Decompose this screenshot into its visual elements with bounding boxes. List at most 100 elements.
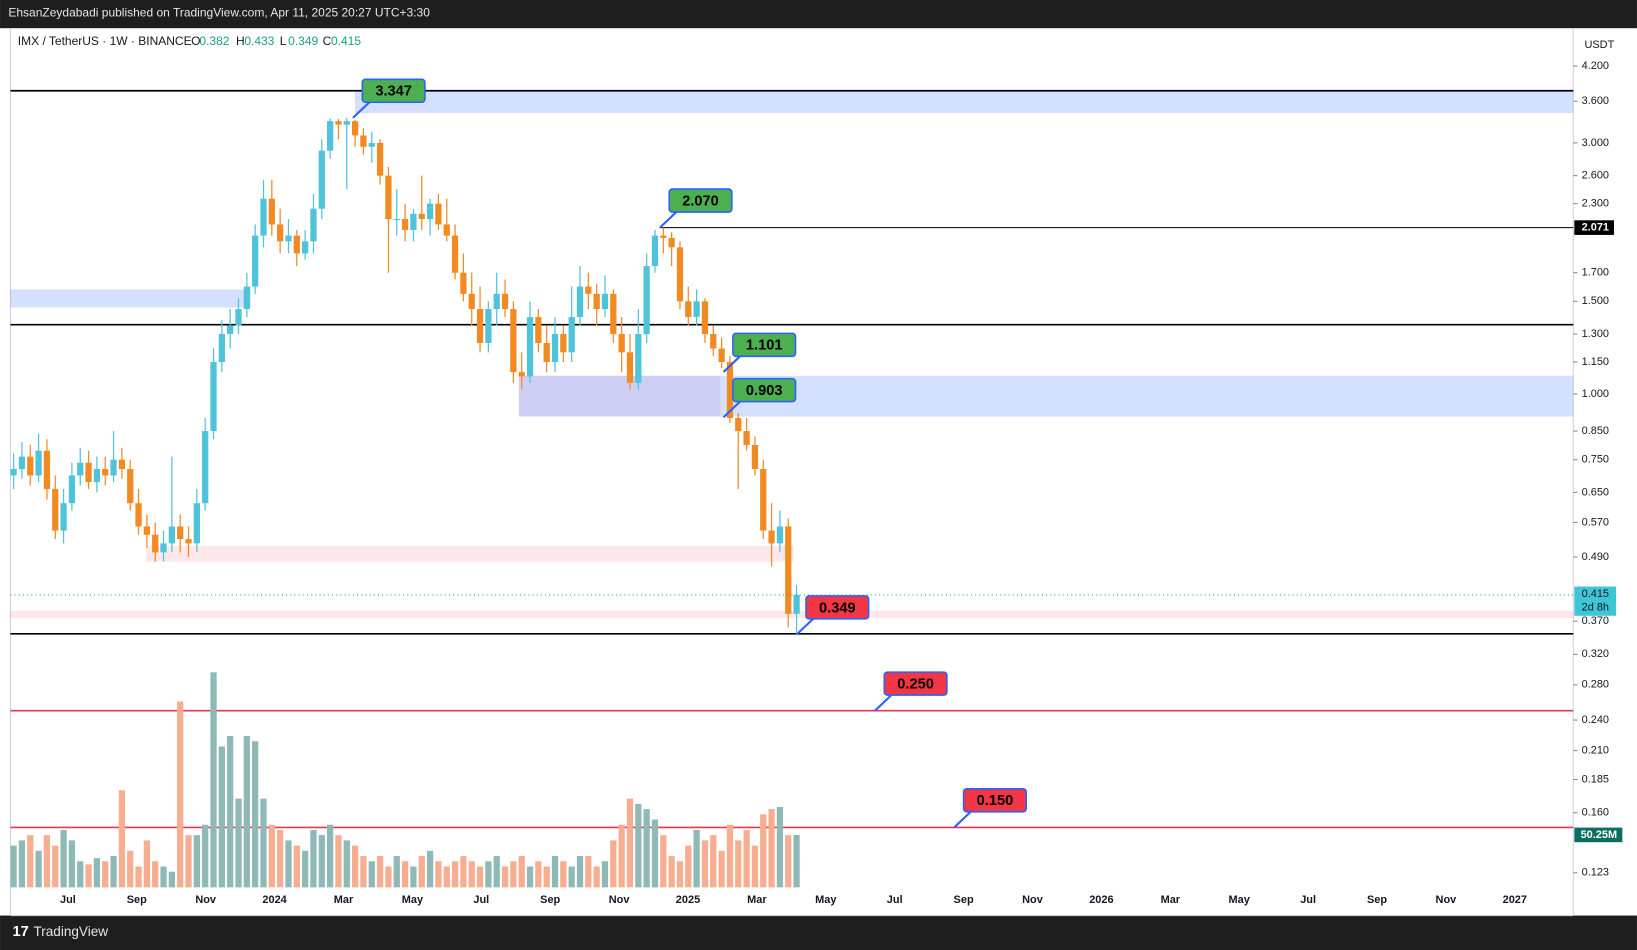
volume-bar: [560, 861, 567, 888]
candle-body: [293, 235, 300, 254]
candle-body: [85, 462, 92, 483]
candle-body: [93, 469, 101, 483]
volume-bar: [543, 866, 550, 888]
x-tick-label: Mar: [747, 894, 767, 906]
y-tick-label: 0.185: [1582, 773, 1609, 785]
candle-body: [376, 142, 384, 176]
volume-bar: [252, 741, 259, 888]
volume-bar: [518, 856, 525, 888]
candle-body: [152, 534, 159, 553]
volume-bar: [285, 840, 292, 888]
candle-body: [501, 293, 509, 310]
volume-bar: [218, 746, 225, 888]
volume-bar: [85, 864, 92, 888]
volume-bar: [618, 824, 625, 888]
y-tick-label: 1.500: [1582, 295, 1609, 307]
x-tick-label: Nov: [195, 894, 217, 906]
volume-bar: [401, 861, 409, 888]
volume-bar: [551, 856, 559, 888]
volume-badge: [1574, 827, 1623, 843]
volume-bar: [718, 850, 725, 888]
annotation-box: [805, 595, 870, 620]
header-bar: [0, 0, 1637, 29]
volume-bar: [585, 856, 592, 888]
candle-body: [143, 526, 151, 535]
candle-body: [593, 293, 600, 310]
ohlc-value: 0.349: [288, 34, 318, 48]
publisher-line: EhsanZeydabadi published on TradingView.…: [8, 6, 430, 20]
candle-body: [651, 235, 659, 267]
volume-bar: [626, 798, 634, 888]
zone: [518, 375, 1574, 417]
y-tick-label: 2.600: [1582, 170, 1609, 182]
volume-bar: [143, 840, 151, 888]
candle-body: [468, 293, 475, 310]
y-tick-label: 1.000: [1582, 388, 1609, 400]
volume-bar: [601, 861, 609, 888]
volume-bar: [685, 845, 692, 888]
volume-bar: [426, 850, 434, 888]
volume-bar: [310, 829, 317, 888]
candle-body: [285, 235, 292, 242]
zone-tint: [518, 375, 721, 417]
y-tick-label: 0.210: [1582, 744, 1609, 756]
volume-bar: [501, 866, 509, 888]
candle-body: [785, 526, 792, 614]
annotation-box: [883, 671, 948, 696]
candle-body: [277, 224, 284, 242]
y-tick-label: 0.280: [1582, 679, 1609, 691]
volume-bar: [302, 850, 309, 888]
volume-bar: [651, 819, 659, 888]
ohlc-key: H: [236, 34, 245, 48]
y-tick-label: 1.150: [1582, 356, 1609, 368]
y-tick-label: 0.320: [1582, 648, 1609, 660]
candle-body: [351, 121, 359, 136]
candle-body: [676, 247, 684, 302]
volume-bar: [210, 672, 217, 888]
volume-bar: [485, 861, 492, 888]
x-tick-label: 2024: [262, 894, 287, 906]
ohlc-key: C: [323, 34, 332, 48]
volume-bar: [493, 856, 500, 888]
volume-bar: [676, 861, 684, 888]
candle-body: [60, 503, 67, 531]
price-badge: [1574, 586, 1617, 616]
annotation-box: [962, 788, 1028, 813]
volume-bar: [243, 735, 250, 888]
x-tick-label: Sep: [1367, 894, 1387, 906]
volume-bar: [293, 845, 300, 888]
volume-bar: [710, 835, 717, 888]
candle-body: [493, 293, 500, 310]
x-tick-label: Sep: [540, 894, 560, 906]
candle-body: [435, 203, 442, 225]
y-tick-label: 0.370: [1582, 615, 1609, 627]
candle-body: [518, 372, 525, 377]
candle-body: [218, 334, 225, 363]
candle-body: [476, 309, 484, 343]
volume-bar: [368, 861, 375, 888]
candle-body: [102, 469, 109, 476]
volume-bar: [410, 866, 417, 888]
annotation-label: 0.903: [746, 383, 783, 399]
candle-body: [10, 469, 17, 476]
volume-bar: [227, 735, 234, 888]
candle-body: [127, 469, 134, 504]
volume-bar: [10, 845, 17, 888]
volume-bar: [668, 856, 675, 888]
y-tick-label: 0.850: [1582, 425, 1609, 437]
footer-bar: [0, 915, 1637, 950]
candle-body: [68, 475, 76, 504]
candle-body: [618, 334, 625, 353]
candle-body: [343, 121, 350, 125]
candle-body: [27, 456, 34, 476]
volume-bar: [793, 834, 800, 888]
ohlc-value: 0.382: [199, 34, 229, 48]
candle-body: [510, 309, 517, 373]
volume-bar: [168, 871, 176, 888]
candle-body: [710, 334, 717, 349]
volume-bar: [460, 856, 467, 888]
x-tick-label: Sep: [127, 894, 147, 906]
candle-body: [551, 334, 559, 363]
candle-body: [760, 469, 767, 531]
